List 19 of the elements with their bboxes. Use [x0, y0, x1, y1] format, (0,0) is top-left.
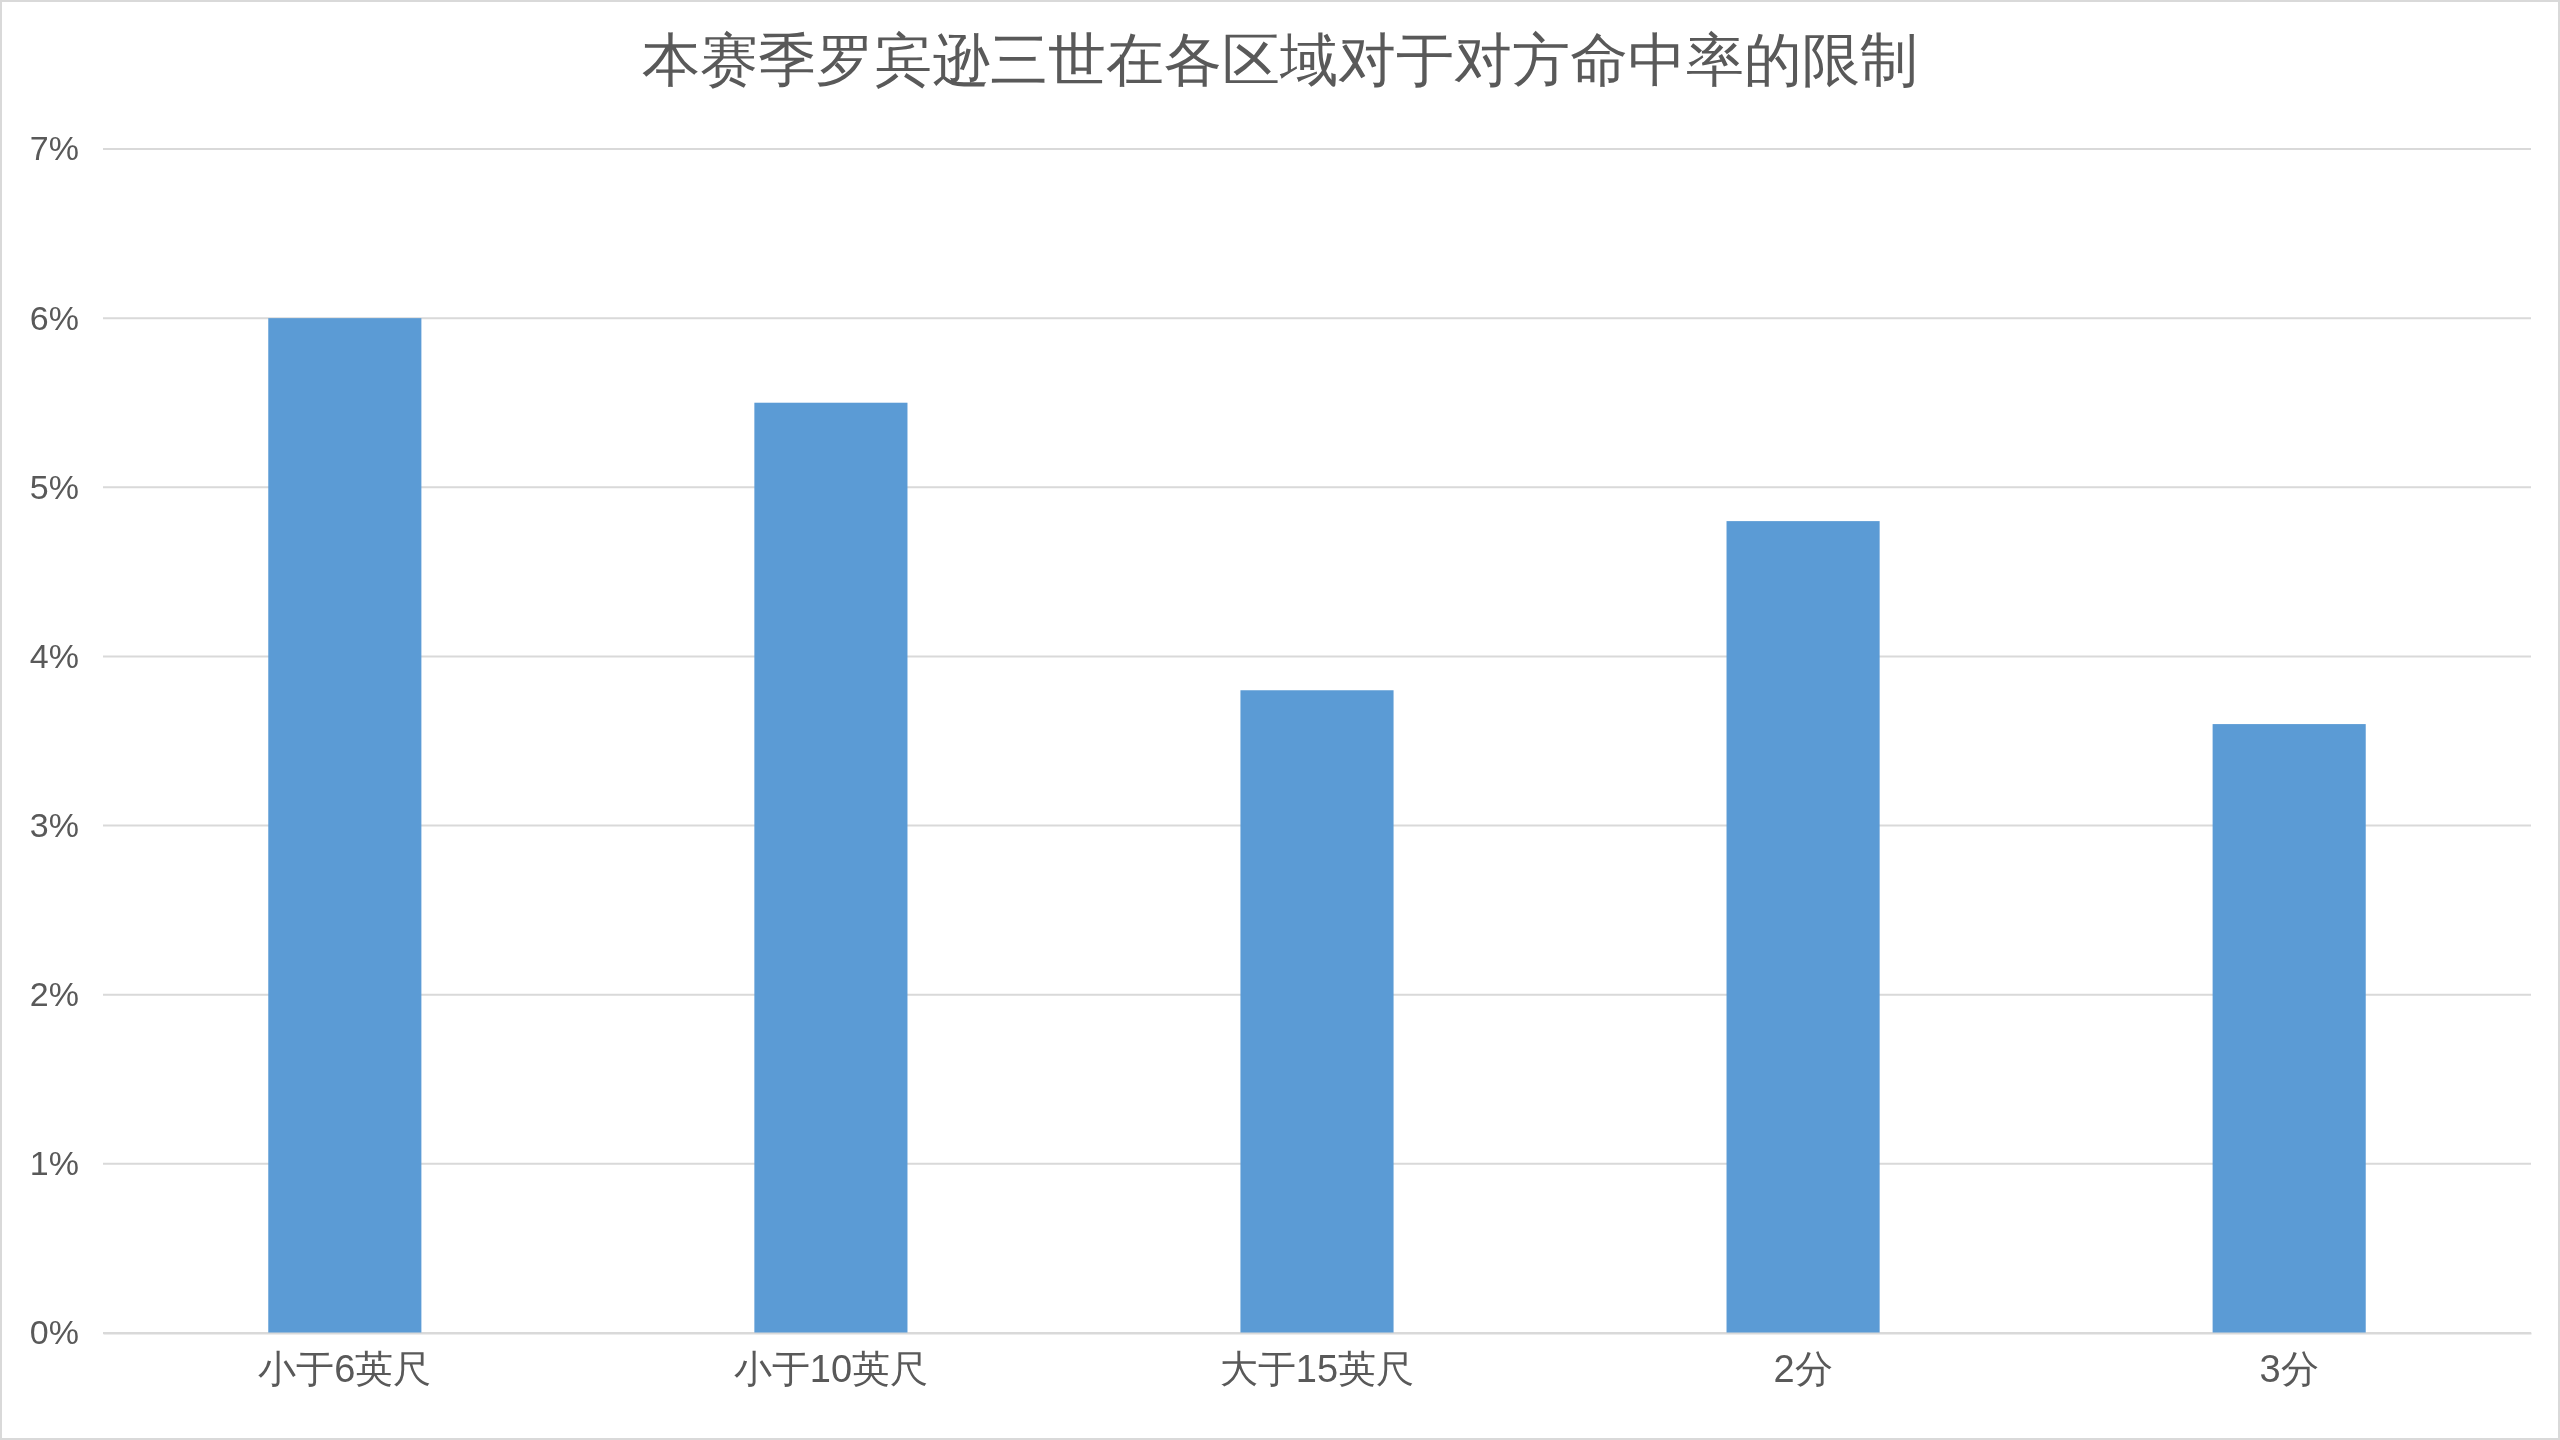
x-tick-label: 3分 — [2259, 1347, 2319, 1390]
x-tick-label: 2分 — [1773, 1347, 1833, 1390]
bar — [1240, 690, 1394, 1333]
y-tick-label: 4% — [29, 636, 79, 675]
y-tick-label: 7% — [29, 129, 79, 168]
chart-title: 本赛季罗宾逊三世在各区域对于对方命中率的限制 — [642, 26, 1918, 94]
y-tick-label: 0% — [29, 1313, 79, 1352]
bar — [2212, 724, 2366, 1333]
y-tick-label: 5% — [29, 467, 79, 506]
x-tick-label: 大于15英尺 — [1219, 1347, 1415, 1390]
x-tick-label: 小于10英尺 — [733, 1347, 929, 1390]
x-tick-label: 小于6英尺 — [258, 1347, 432, 1390]
bar — [754, 402, 908, 1333]
y-tick-label: 2% — [29, 975, 79, 1014]
bar — [1726, 521, 1880, 1333]
y-tick-label: 6% — [29, 298, 79, 337]
bar — [268, 318, 422, 1333]
y-tick-label: 3% — [29, 805, 79, 844]
y-tick-label: 1% — [29, 1144, 79, 1183]
